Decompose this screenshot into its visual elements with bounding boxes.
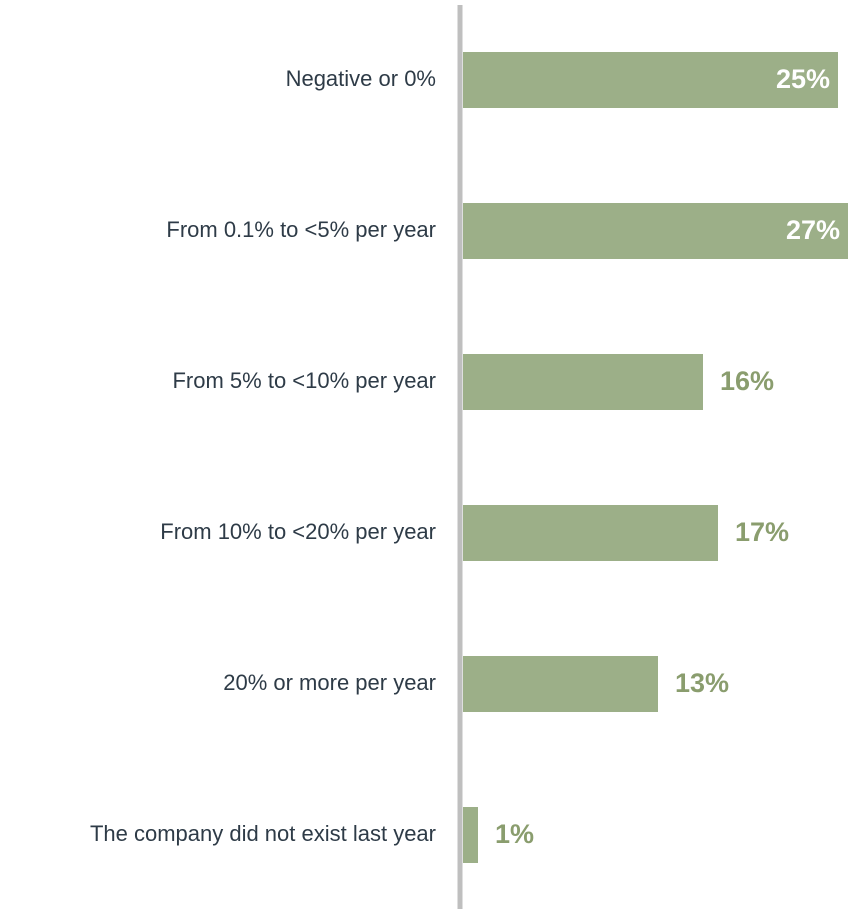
value-label: 27% — [786, 215, 840, 245]
value-label: 13% — [675, 668, 729, 698]
bar — [463, 203, 848, 259]
value-label: 25% — [776, 64, 830, 94]
value-label: 16% — [720, 366, 774, 396]
value-label: 1% — [495, 819, 534, 849]
category-label: From 0.1% to <5% per year — [166, 217, 436, 242]
bar — [463, 505, 718, 561]
category-label: 20% or more per year — [223, 670, 436, 695]
bar — [463, 656, 658, 712]
category-label: From 10% to <20% per year — [160, 519, 436, 544]
category-label: Negative or 0% — [286, 66, 436, 91]
category-label: From 5% to <10% per year — [172, 368, 436, 393]
category-label: The company did not exist last year — [90, 821, 436, 846]
bar — [463, 354, 703, 410]
bar — [463, 52, 838, 108]
bar — [463, 807, 478, 863]
value-label: 17% — [735, 517, 789, 547]
